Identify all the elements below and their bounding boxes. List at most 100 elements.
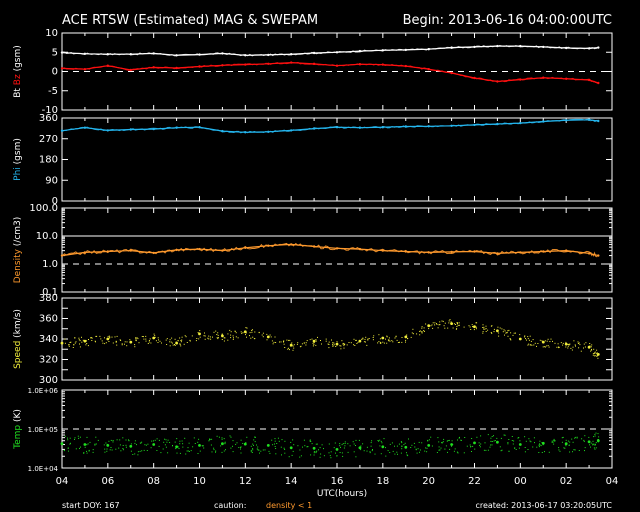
scatter-dot-speed <box>124 341 126 343</box>
scatter-dot-speed <box>288 339 290 341</box>
scatter-dot-speed <box>266 333 268 335</box>
scatter-dot-speed <box>86 343 88 344</box>
scatter-dot-temp <box>271 439 273 441</box>
scatter-dot-temp <box>178 448 180 449</box>
scatter-dot-speed <box>95 341 96 343</box>
scatter-dot-temp <box>592 440 594 442</box>
scatter-dot-temp <box>151 440 153 442</box>
scatter-dot-speed <box>594 352 596 354</box>
scatter-dot-speed <box>104 343 106 345</box>
data-point-phi <box>312 127 316 130</box>
scatter-dot-temp <box>377 440 379 441</box>
scatter-dot-speed <box>181 336 183 338</box>
scatter-dot-temp <box>493 435 494 437</box>
scatter-dot-speed <box>217 338 219 340</box>
scatter-dot-speed <box>444 327 446 329</box>
scatter-dot-temp <box>519 440 521 442</box>
scatter-dot-temp <box>394 453 396 455</box>
scatter-dot-temp <box>441 442 442 444</box>
scatter-dot-speed <box>78 337 80 339</box>
scatter-dot-speed <box>290 345 292 347</box>
scatter-dot-speed <box>74 337 76 339</box>
scatter-dot-speed <box>594 355 596 357</box>
scatter-dot-speed <box>73 344 75 346</box>
scatter-dot-temp <box>451 445 452 447</box>
data-point-bt <box>519 44 522 48</box>
scatter-dot-temp <box>187 450 189 452</box>
y-tick-label: 0 <box>52 196 58 207</box>
scatter-dot-temp <box>479 444 481 446</box>
scatter-dot-speed <box>313 342 315 344</box>
scatter-dot-temp <box>471 451 472 452</box>
scatter-dot-temp <box>480 435 482 437</box>
y-tick-label: 1.0 <box>42 259 58 270</box>
scatter-dot-temp <box>95 436 97 438</box>
data-point-bz <box>267 62 270 65</box>
scatter-dot-speed <box>447 327 449 329</box>
scatter-dot-temp <box>344 441 346 443</box>
scatter-dot-temp <box>220 445 222 447</box>
scatter-dot-speed <box>208 335 210 337</box>
data-point-speed <box>450 322 453 325</box>
y-axis-label-temp: Temp (K) <box>13 409 23 450</box>
scatter-dot-speed <box>434 324 436 326</box>
scatter-dot-temp <box>571 438 573 440</box>
scatter-dot-temp <box>551 441 553 443</box>
scatter-dot-temp <box>122 445 124 446</box>
scatter-dot-speed <box>567 344 569 345</box>
scatter-dot-speed <box>237 337 239 339</box>
x-tick-label: 02 <box>560 476 573 487</box>
scatter-dot-temp <box>254 441 256 443</box>
scatter-dot-speed <box>82 339 84 341</box>
scatter-dot-temp <box>401 445 403 447</box>
scatter-dot-temp <box>407 455 409 457</box>
scatter-dot-temp <box>197 453 199 454</box>
scatter-dot-temp <box>447 440 449 441</box>
scatter-dot-speed <box>262 336 264 338</box>
scatter-dot-temp <box>240 447 242 448</box>
scatter-dot-temp <box>88 450 90 452</box>
scatter-dot-temp <box>410 447 412 448</box>
scatter-dot-speed <box>571 349 573 351</box>
y-axis-label-part: (/cm3) <box>13 217 23 249</box>
x-tick-label: 16 <box>331 476 344 487</box>
y-tick-label: 320 <box>39 355 58 366</box>
scatter-dot-temp <box>500 437 502 439</box>
scatter-dot-speed <box>534 342 536 344</box>
scatter-dot-temp <box>232 440 234 442</box>
scatter-dot-speed <box>203 335 205 337</box>
data-point-speed <box>152 336 156 340</box>
scatter-dot-speed <box>159 340 161 342</box>
scatter-dot-speed <box>102 342 104 344</box>
x-tick-label: 14 <box>285 476 298 487</box>
scatter-dot-speed <box>325 340 327 342</box>
scatter-dot-temp <box>553 440 555 442</box>
scatter-dot-temp <box>380 453 382 455</box>
x-tick-label: 00 <box>514 476 527 487</box>
scatter-dot-speed <box>515 332 516 334</box>
scatter-dot-temp <box>141 441 143 443</box>
scatter-dot-speed <box>213 331 215 333</box>
scatter-dot-temp <box>250 445 252 447</box>
scatter-dot-temp <box>318 449 319 451</box>
scatter-dot-temp <box>576 436 578 438</box>
scatter-dot-temp <box>581 438 583 440</box>
scatter-dot-temp <box>68 450 69 452</box>
scatter-dot-speed <box>590 350 592 352</box>
scatter-dot-speed <box>245 334 246 336</box>
scatter-dot-speed <box>266 339 268 341</box>
data-point-bt <box>358 49 362 53</box>
scatter-dot-temp <box>590 442 592 444</box>
scatter-dot-speed <box>547 345 549 347</box>
scatter-dot-speed <box>594 353 596 355</box>
scatter-dot-temp <box>500 450 502 452</box>
scatter-dot-speed <box>455 328 457 330</box>
scatter-dot-temp <box>79 436 81 438</box>
scatter-dot-speed <box>592 353 594 355</box>
y-tick-label: 360 <box>39 314 58 325</box>
scatter-dot-temp <box>553 438 555 440</box>
data-point-bt <box>542 45 545 49</box>
scatter-dot-speed <box>179 337 181 339</box>
scatter-dot-speed <box>558 347 560 349</box>
data-point-density <box>335 247 339 250</box>
